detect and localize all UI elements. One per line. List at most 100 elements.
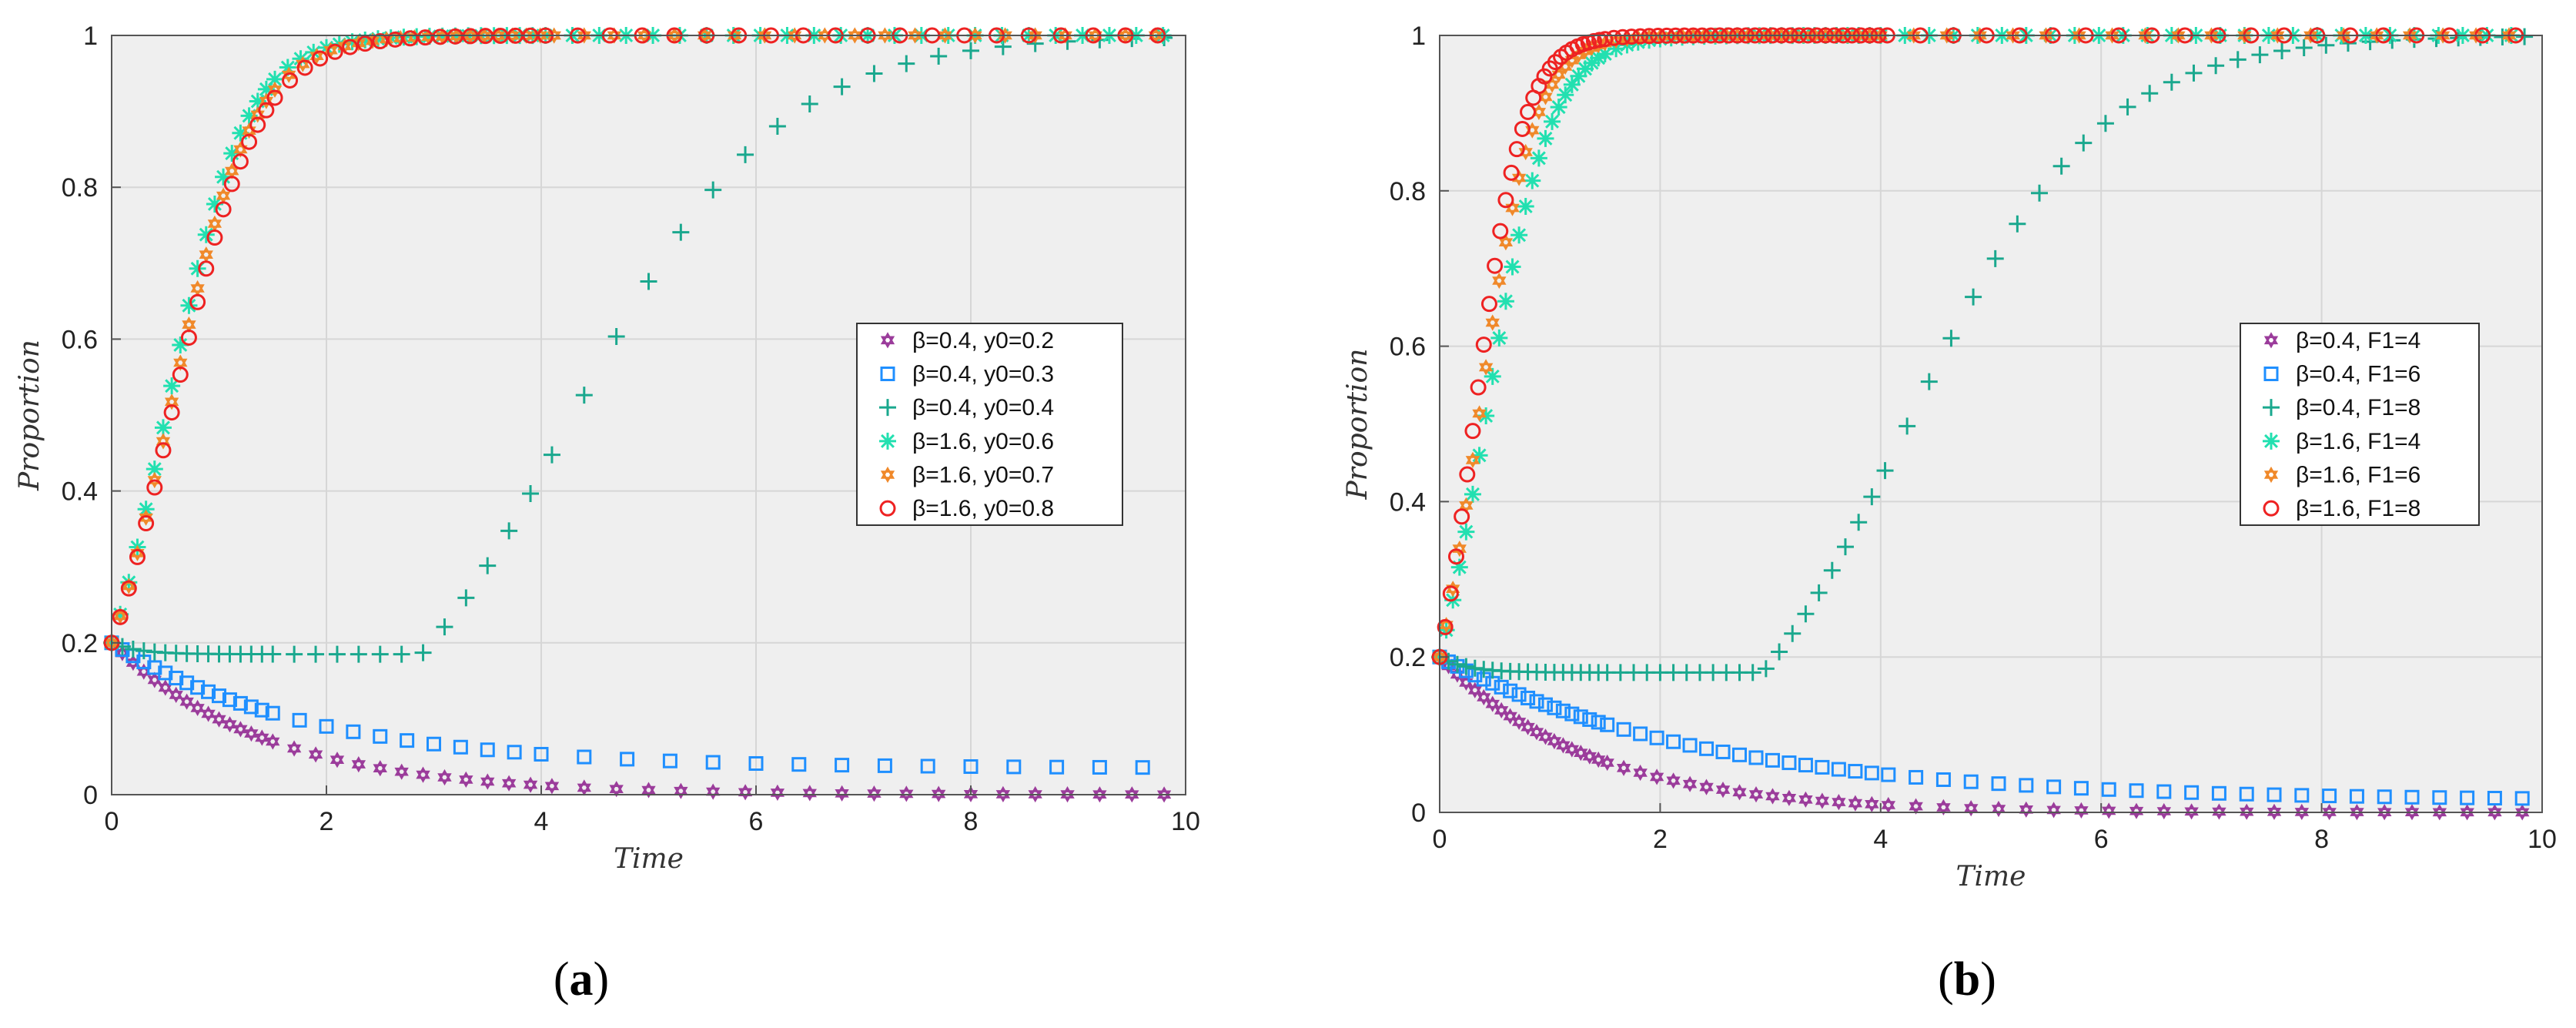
data-point: [1715, 782, 1731, 799]
data-point: [1699, 741, 1715, 756]
legend-label: β=0.4, F1=6: [2296, 362, 2420, 387]
data-point: [491, 27, 506, 44]
data-point: [215, 201, 232, 218]
data-point: [427, 736, 441, 752]
data-point: [1682, 775, 1698, 792]
data-point: [432, 28, 449, 45]
data-point: [1963, 774, 1979, 789]
data-point: [206, 195, 223, 213]
data-point: [1555, 703, 1571, 718]
data-point: [1682, 738, 1698, 753]
data-point: [212, 711, 226, 728]
data-point: [833, 78, 851, 95]
data-point: [453, 739, 468, 755]
data-point: [225, 162, 239, 179]
data-point: [449, 28, 463, 45]
data-point: [2487, 804, 2502, 821]
data-point: [662, 753, 677, 768]
data-point: [1494, 702, 1509, 719]
data-point: [962, 42, 979, 59]
caption-b-letter: b: [1954, 953, 1980, 1006]
data-point: [523, 776, 538, 793]
data-point: [2273, 42, 2291, 60]
data-point: [1135, 760, 1150, 775]
data-point: [233, 721, 248, 738]
data-point: [1836, 538, 1854, 556]
series-2: [1432, 649, 2530, 806]
data-point: [1524, 172, 1541, 189]
data-point: [1881, 767, 1896, 782]
x-tick-label: 0: [105, 807, 119, 836]
data-point: [222, 692, 237, 708]
legend-marker: [879, 500, 896, 517]
data-point: [620, 752, 635, 767]
data-point: [1771, 643, 1788, 661]
data-point: [1881, 796, 1896, 814]
data-point: [190, 699, 205, 717]
data-point: [507, 745, 522, 760]
data-point: [1484, 367, 1501, 385]
data-point: [244, 725, 259, 742]
data-point: [1765, 788, 1780, 805]
data-point: [2516, 28, 2534, 45]
data-point: [1564, 741, 1580, 758]
data-point: [1467, 681, 1483, 698]
data-point: [1060, 786, 1075, 803]
data-point: [279, 59, 296, 76]
data-point: [163, 377, 181, 395]
legend-label: β=1.6, y0=0.7: [912, 463, 1054, 488]
legend: β=0.4, y0=0.2 β=0.4, y0=0.3 β=0.4, y0=0.4 β…: [856, 323, 1123, 526]
data-point: [1573, 709, 1588, 725]
data-point: [330, 752, 345, 768]
x-tick-label: 2: [1653, 825, 1668, 854]
data-point: [1477, 407, 1495, 424]
data-point: [877, 758, 892, 773]
data-point: [312, 50, 329, 67]
data-point: [1699, 779, 1714, 795]
data-point: [1748, 785, 1764, 803]
data-point: [1649, 768, 1664, 785]
data-point: [282, 72, 299, 89]
data-point: [2294, 803, 2310, 820]
data-point: [1564, 706, 1580, 722]
data-point: [898, 55, 915, 72]
data-point: [1472, 405, 1487, 422]
data-point: [1942, 330, 1960, 347]
data-point: [2322, 803, 2337, 821]
data-point: [1485, 695, 1500, 712]
data-point: [255, 729, 269, 746]
data-point: [1684, 28, 1702, 45]
data-point: [835, 758, 850, 773]
legend-label: β=0.4, y0=0.3: [912, 362, 1054, 387]
data-point: [477, 27, 492, 45]
data-point: [1582, 748, 1597, 765]
data-point: [243, 699, 259, 715]
data-point: [169, 671, 184, 686]
data-point: [865, 65, 883, 82]
data-point: [1666, 734, 1681, 749]
data-point: [1466, 659, 1484, 677]
data-point: [223, 176, 240, 193]
data-point: [129, 548, 146, 565]
data-point: [1715, 744, 1731, 759]
data-point: [575, 387, 593, 404]
data-point: [1156, 786, 1172, 803]
legend-marker: [880, 367, 895, 381]
data-point: [206, 229, 223, 246]
data-point: [158, 679, 172, 696]
data-point: [2404, 789, 2420, 805]
y-tick-label: 0.4: [1390, 487, 1426, 517]
data-point: [319, 718, 334, 734]
data-point: [351, 756, 366, 773]
data-point: [2096, 115, 2114, 132]
data-point: [373, 760, 387, 777]
data-point: [931, 785, 946, 802]
data-point: [1605, 29, 1622, 46]
data-point: [232, 124, 249, 142]
data-point: [1538, 89, 1553, 105]
data-point: [201, 684, 216, 699]
data-point: [1457, 523, 1475, 541]
series-1: [1432, 648, 2530, 821]
data-point: [1529, 694, 1544, 709]
